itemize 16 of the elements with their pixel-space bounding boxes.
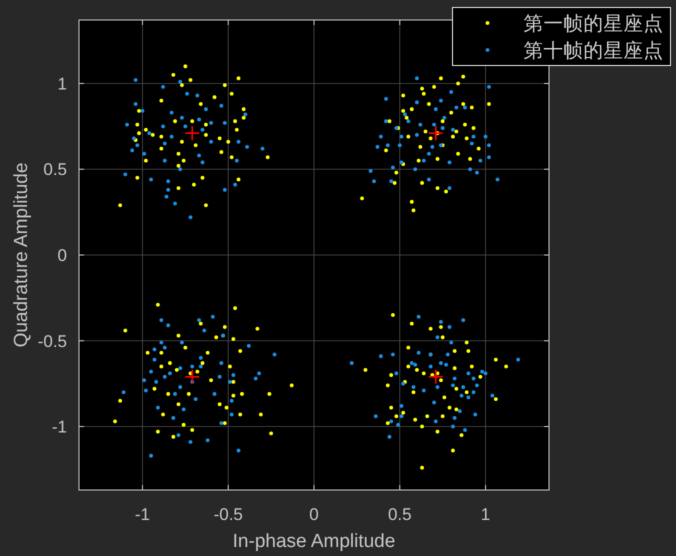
y-tick-label: -1 <box>52 418 67 437</box>
y-axis-title: Quadrature Amplitude <box>11 162 32 348</box>
x-axis-title: In-phase Amplitude <box>232 531 396 552</box>
y-tick-label: 0.5 <box>43 160 67 180</box>
x-tick-label: 0 <box>309 505 319 524</box>
x-tick-label: 1 <box>480 505 490 524</box>
x-tick-label: -0.5 <box>214 505 243 524</box>
y-tick-label: -0.5 <box>38 332 67 351</box>
x-tick-label: 0.5 <box>388 505 412 524</box>
legend-label: 第一帧的星座点 <box>524 13 664 35</box>
y-tick-label: 0 <box>58 246 67 265</box>
legend-item: 第一帧的星座点 <box>486 14 664 35</box>
legend-item: 第十帧的星座点 <box>486 41 664 62</box>
legend-label: 第十帧的星座点 <box>524 40 664 62</box>
y-tick-label: 1 <box>58 74 67 94</box>
x-tick-label: -1 <box>134 505 150 524</box>
